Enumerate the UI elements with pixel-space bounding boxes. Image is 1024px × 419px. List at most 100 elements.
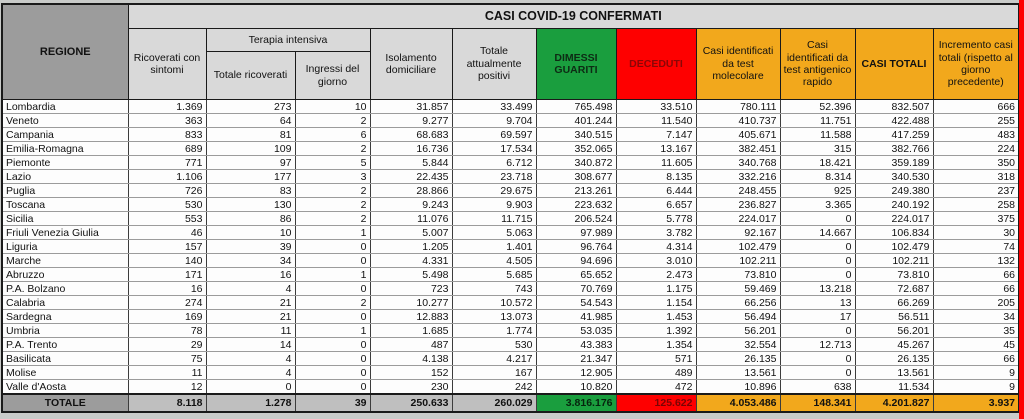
region-name: Veneto bbox=[1, 113, 129, 128]
cell-casi-test-antigenico: 52.396 bbox=[779, 99, 856, 114]
region-name: Sicilia bbox=[1, 211, 129, 226]
cell-casi-test-molecolare: 102.211 bbox=[695, 253, 781, 268]
cell-isolamento-domiciliare: 9.243 bbox=[369, 197, 453, 212]
table-row: Campania 833 81 6 68.683 69.597 340.515 7.147 40… bbox=[1, 127, 1020, 142]
cell-casi-test-molecolare: 102.479 bbox=[695, 239, 781, 254]
cell-casi-totali: 13.561 bbox=[854, 365, 934, 380]
cell-deceduti: 1.354 bbox=[615, 337, 697, 352]
cell-terapia-totale-ricoverati: 11 bbox=[205, 323, 296, 338]
cell-terapia-totale-ricoverati: 4 bbox=[205, 351, 296, 366]
cell-ricoverati-con-sintomi: 169 bbox=[127, 309, 207, 324]
cell-incremento-casi-totali: 375 bbox=[932, 211, 1020, 226]
cell-terapia-totale-ricoverati: 130 bbox=[205, 197, 296, 212]
cell-casi-test-molecolare: 340.768 bbox=[695, 155, 781, 170]
cell-terapia-totale-ricoverati: 16 bbox=[205, 267, 296, 282]
cell-terapia-totale-ricoverati: 21 bbox=[205, 295, 296, 310]
cell-incremento-casi-totali: 9 bbox=[932, 365, 1020, 380]
cell-incremento-casi-totali: 9 bbox=[932, 379, 1020, 395]
column-header-casi-test-molecolare: Casi identificati da test molecolare bbox=[695, 28, 781, 100]
cell-dimessi-guariti: 765.498 bbox=[535, 99, 617, 114]
cell-incremento-casi-totali: 258 bbox=[932, 197, 1020, 212]
cell-deceduti: 6.444 bbox=[615, 183, 697, 198]
column-header-casi-totali: CASI TOTALI bbox=[854, 28, 934, 100]
region-name: Lombardia bbox=[1, 99, 129, 114]
cell-isolamento-domiciliare: 28.866 bbox=[369, 183, 453, 198]
cell-ricoverati-con-sintomi: 833 bbox=[127, 127, 207, 142]
table-row: P.A. Bolzano 16 4 0 723 743 70.769 1.175 59.469 1… bbox=[1, 281, 1020, 296]
cell-ricoverati-con-sintomi: 530 bbox=[127, 197, 207, 212]
cell-ricoverati-con-sintomi: 1.106 bbox=[127, 169, 207, 184]
cell-deceduti: 6.657 bbox=[615, 197, 697, 212]
cell-totale-attualmente-positivi: 13.073 bbox=[451, 309, 537, 324]
cell-terapia-totale-ricoverati: 14 bbox=[205, 337, 296, 352]
cell-casi-test-molecolare: 236.827 bbox=[695, 197, 781, 212]
cell-terapia-ingressi-giorno: 3 bbox=[294, 169, 371, 184]
cell-terapia-ingressi-giorno: 0 bbox=[294, 351, 371, 366]
cell-casi-test-antigenico: 0 bbox=[779, 253, 856, 268]
cell-dimessi-guariti: 21.347 bbox=[535, 351, 617, 366]
cell-casi-test-molecolare: 92.167 bbox=[695, 225, 781, 240]
table-row: Emilia-Romagna 689 109 2 16.736 17.534 352.065… bbox=[1, 141, 1020, 156]
cell-terapia-ingressi-giorno: 0 bbox=[294, 379, 371, 395]
cell-casi-totali: 422.488 bbox=[854, 113, 934, 128]
total-cell-dimessi-guariti: 3.816.176 bbox=[535, 393, 617, 413]
table-body: Lombardia 1.369 273 10 31.857 33.499 765.498 33… bbox=[1, 99, 1020, 413]
cell-terapia-ingressi-giorno: 0 bbox=[294, 253, 371, 268]
table-row: Lombardia 1.369 273 10 31.857 33.499 765.498 33… bbox=[1, 99, 1020, 114]
cell-casi-test-antigenico: 0 bbox=[779, 267, 856, 282]
total-cell-incremento-casi-totali: 3.937 bbox=[932, 393, 1020, 413]
cell-deceduti: 3.782 bbox=[615, 225, 697, 240]
cell-incremento-casi-totali: 66 bbox=[932, 351, 1020, 366]
column-header-regione: REGIONE bbox=[1, 3, 129, 100]
region-name: Puglia bbox=[1, 183, 129, 198]
cell-totale-attualmente-positivi: 9.704 bbox=[451, 113, 537, 128]
cell-totale-attualmente-positivi: 242 bbox=[451, 379, 537, 395]
cell-deceduti: 489 bbox=[615, 365, 697, 380]
column-header-casi-test-antigenico: Casi identificati da test antigenico rap… bbox=[779, 28, 856, 100]
cell-terapia-ingressi-giorno: 0 bbox=[294, 281, 371, 296]
cell-ricoverati-con-sintomi: 29 bbox=[127, 337, 207, 352]
cell-casi-test-molecolare: 248.455 bbox=[695, 183, 781, 198]
total-cell-casi-test-antigenico: 148.341 bbox=[779, 393, 856, 413]
table-row: Liguria 157 39 0 1.205 1.401 96.764 4.314 102.47… bbox=[1, 239, 1020, 254]
cell-terapia-totale-ricoverati: 81 bbox=[205, 127, 296, 142]
column-header-ricoverati-con-sintomi: Ricoverati con sintomi bbox=[127, 28, 207, 100]
cell-casi-test-molecolare: 13.561 bbox=[695, 365, 781, 380]
cell-dimessi-guariti: 10.820 bbox=[535, 379, 617, 395]
table-row: Toscana 530 130 2 9.243 9.903 223.632 6.657 236.… bbox=[1, 197, 1020, 212]
cell-terapia-ingressi-giorno: 2 bbox=[294, 295, 371, 310]
cell-isolamento-domiciliare: 16.736 bbox=[369, 141, 453, 156]
cell-isolamento-domiciliare: 5.007 bbox=[369, 225, 453, 240]
cell-deceduti: 33.510 bbox=[615, 99, 697, 114]
cell-totale-attualmente-positivi: 69.597 bbox=[451, 127, 537, 142]
cell-totale-attualmente-positivi: 10.572 bbox=[451, 295, 537, 310]
cell-casi-totali: 249.380 bbox=[854, 183, 934, 198]
cell-casi-test-antigenico: 11.588 bbox=[779, 127, 856, 142]
cell-totale-attualmente-positivi: 17.534 bbox=[451, 141, 537, 156]
cell-totale-attualmente-positivi: 23.718 bbox=[451, 169, 537, 184]
cell-deceduti: 13.167 bbox=[615, 141, 697, 156]
cell-casi-test-antigenico: 925 bbox=[779, 183, 856, 198]
cell-casi-test-antigenico: 0 bbox=[779, 323, 856, 338]
total-cell-casi-totali: 4.201.827 bbox=[854, 393, 934, 413]
column-header-totale-ricoverati: Totale ricoverati bbox=[205, 51, 296, 100]
cell-casi-totali: 102.479 bbox=[854, 239, 934, 254]
region-name: Marche bbox=[1, 253, 129, 268]
cell-totale-attualmente-positivi: 743 bbox=[451, 281, 537, 296]
total-cell-terapia-totale-ricoverati: 1.278 bbox=[205, 393, 296, 413]
cell-ricoverati-con-sintomi: 726 bbox=[127, 183, 207, 198]
cell-incremento-casi-totali: 66 bbox=[932, 267, 1020, 282]
column-header-ingressi-del-giorno: Ingressi del giorno bbox=[294, 51, 371, 100]
cell-casi-test-molecolare: 780.111 bbox=[695, 99, 781, 114]
cell-ricoverati-con-sintomi: 12 bbox=[127, 379, 207, 395]
table-row: Abruzzo 171 16 1 5.498 5.685 65.652 2.473 73.810… bbox=[1, 267, 1020, 282]
cell-deceduti: 571 bbox=[615, 351, 697, 366]
cell-casi-totali: 102.211 bbox=[854, 253, 934, 268]
cell-casi-totali: 106.834 bbox=[854, 225, 934, 240]
region-name: Campania bbox=[1, 127, 129, 142]
cell-casi-test-antigenico: 3.365 bbox=[779, 197, 856, 212]
cell-terapia-totale-ricoverati: 10 bbox=[205, 225, 296, 240]
cell-dimessi-guariti: 41.985 bbox=[535, 309, 617, 324]
cell-terapia-ingressi-giorno: 2 bbox=[294, 113, 371, 128]
cell-terapia-totale-ricoverati: 21 bbox=[205, 309, 296, 324]
